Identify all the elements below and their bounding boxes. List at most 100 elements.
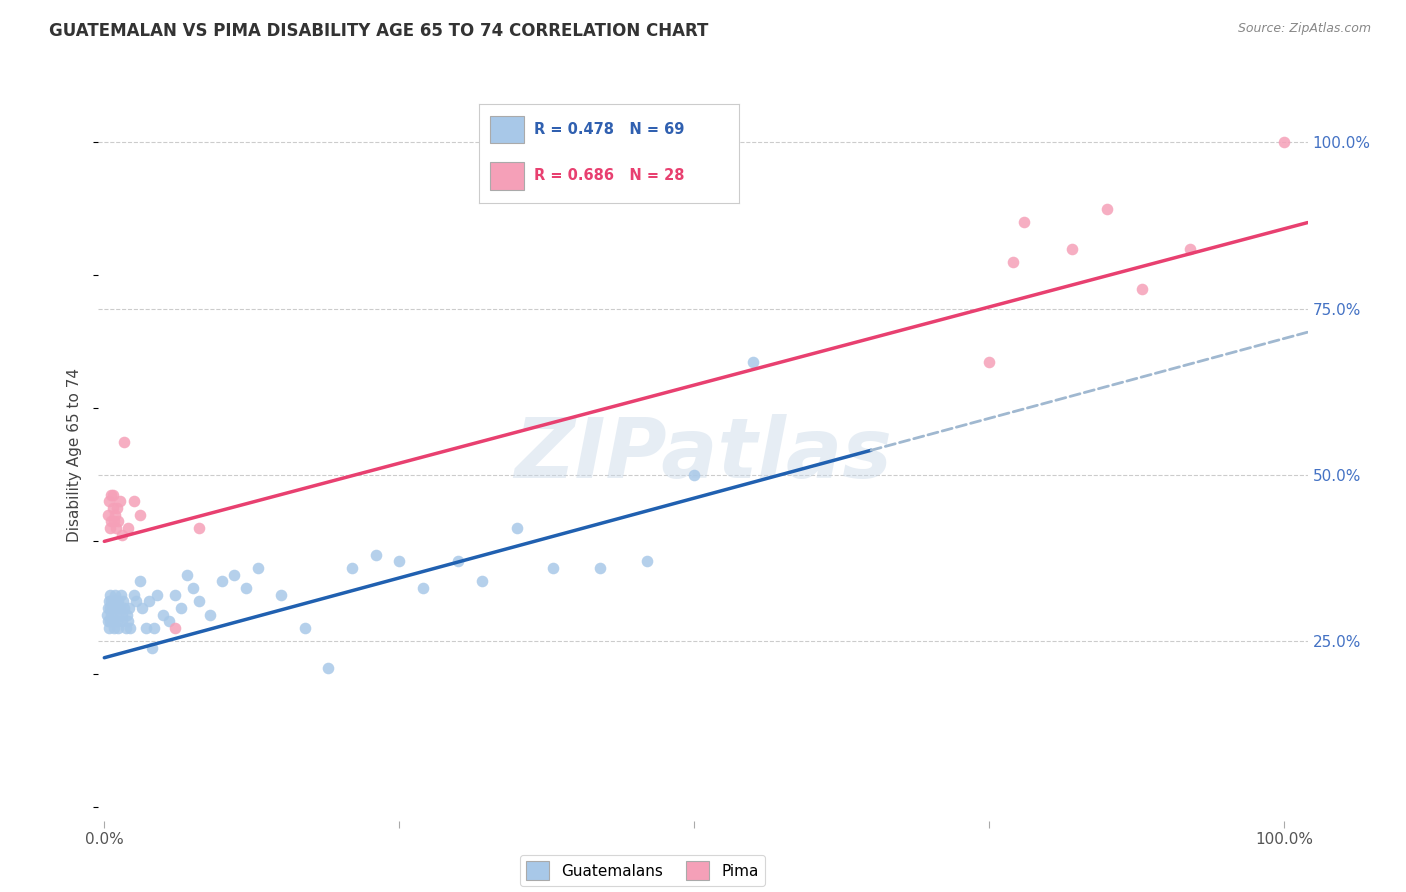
Point [105, 594, 128, 608]
Point [98, 600, 121, 615]
Point [107, 621, 129, 635]
Legend: Guatemalans, Pima: Guatemalans, Pima [520, 855, 765, 886]
Text: Source: ZipAtlas.com: Source: ZipAtlas.com [1237, 22, 1371, 36]
Point [157, 614, 180, 628]
Point [135, 621, 157, 635]
Point [131, 600, 153, 615]
Point [117, 521, 139, 535]
Point [340, 561, 363, 575]
Point [1272, 136, 1295, 150]
Point [165, 588, 187, 602]
Point [105, 521, 128, 535]
Point [107, 515, 129, 529]
Point [187, 521, 209, 535]
Point [270, 588, 292, 602]
Point [506, 521, 529, 535]
Point [97, 600, 120, 615]
Point [294, 621, 316, 635]
Point [104, 600, 127, 615]
Point [96, 607, 118, 622]
Point [100, 515, 122, 529]
Point [977, 355, 1000, 369]
Point [187, 594, 209, 608]
Point [117, 614, 139, 628]
Point [98, 594, 121, 608]
Point [170, 600, 193, 615]
Text: GUATEMALAN VS PIMA DISABILITY AGE 65 TO 74 CORRELATION CHART: GUATEMALAN VS PIMA DISABILITY AGE 65 TO … [49, 22, 709, 40]
Point [97, 508, 120, 522]
Point [111, 607, 134, 622]
Text: ZIPatlas: ZIPatlas [515, 415, 891, 495]
Point [138, 594, 160, 608]
Point [742, 355, 765, 369]
Point [103, 515, 125, 529]
Point [211, 574, 233, 589]
Point [1001, 255, 1024, 269]
Point [100, 594, 122, 608]
Y-axis label: Disability Age 65 to 74: Disability Age 65 to 74 [67, 368, 83, 542]
Point [1060, 242, 1083, 256]
Point [447, 554, 470, 568]
Point [105, 614, 128, 628]
Point [103, 621, 125, 635]
Point [112, 600, 135, 615]
Point [101, 501, 124, 516]
Point [471, 574, 494, 589]
Point [105, 607, 128, 622]
Point [104, 508, 127, 522]
Point [98, 621, 121, 635]
Point [110, 588, 132, 602]
Point [222, 567, 245, 582]
Point [98, 494, 121, 508]
Point [142, 621, 165, 635]
Point [176, 567, 198, 582]
Point [103, 594, 125, 608]
Point [100, 607, 122, 622]
Point [589, 561, 612, 575]
Point [1014, 215, 1036, 229]
Point [108, 600, 131, 615]
Point [246, 561, 269, 575]
Point [636, 554, 658, 568]
Point [146, 588, 169, 602]
Point [141, 640, 163, 655]
Point [98, 588, 121, 602]
Point [1095, 202, 1118, 216]
Point [118, 600, 141, 615]
Point [97, 614, 120, 628]
Point [104, 588, 127, 602]
Point [115, 607, 138, 622]
Point [108, 494, 131, 508]
Point [98, 614, 121, 628]
Point [388, 554, 411, 568]
Point [125, 594, 148, 608]
Point [318, 661, 340, 675]
Point [100, 488, 122, 502]
Point [101, 488, 124, 502]
Point [114, 621, 136, 635]
Point [112, 594, 135, 608]
Point [683, 467, 706, 482]
Point [165, 621, 187, 635]
Point [541, 561, 564, 575]
Point [122, 494, 145, 508]
Point [112, 434, 135, 449]
Point [200, 607, 222, 622]
Point [181, 581, 204, 595]
Point [120, 621, 142, 635]
Point [1132, 282, 1154, 296]
Point [152, 607, 174, 622]
Point [107, 594, 129, 608]
Point [111, 614, 134, 628]
Point [235, 581, 257, 595]
Point [412, 581, 434, 595]
Point [105, 501, 128, 516]
Point [128, 574, 150, 589]
Point [101, 614, 124, 628]
Point [105, 600, 128, 615]
Point [122, 588, 145, 602]
Point [111, 527, 134, 541]
Point [128, 508, 150, 522]
Point [98, 521, 121, 535]
Point [101, 600, 124, 615]
